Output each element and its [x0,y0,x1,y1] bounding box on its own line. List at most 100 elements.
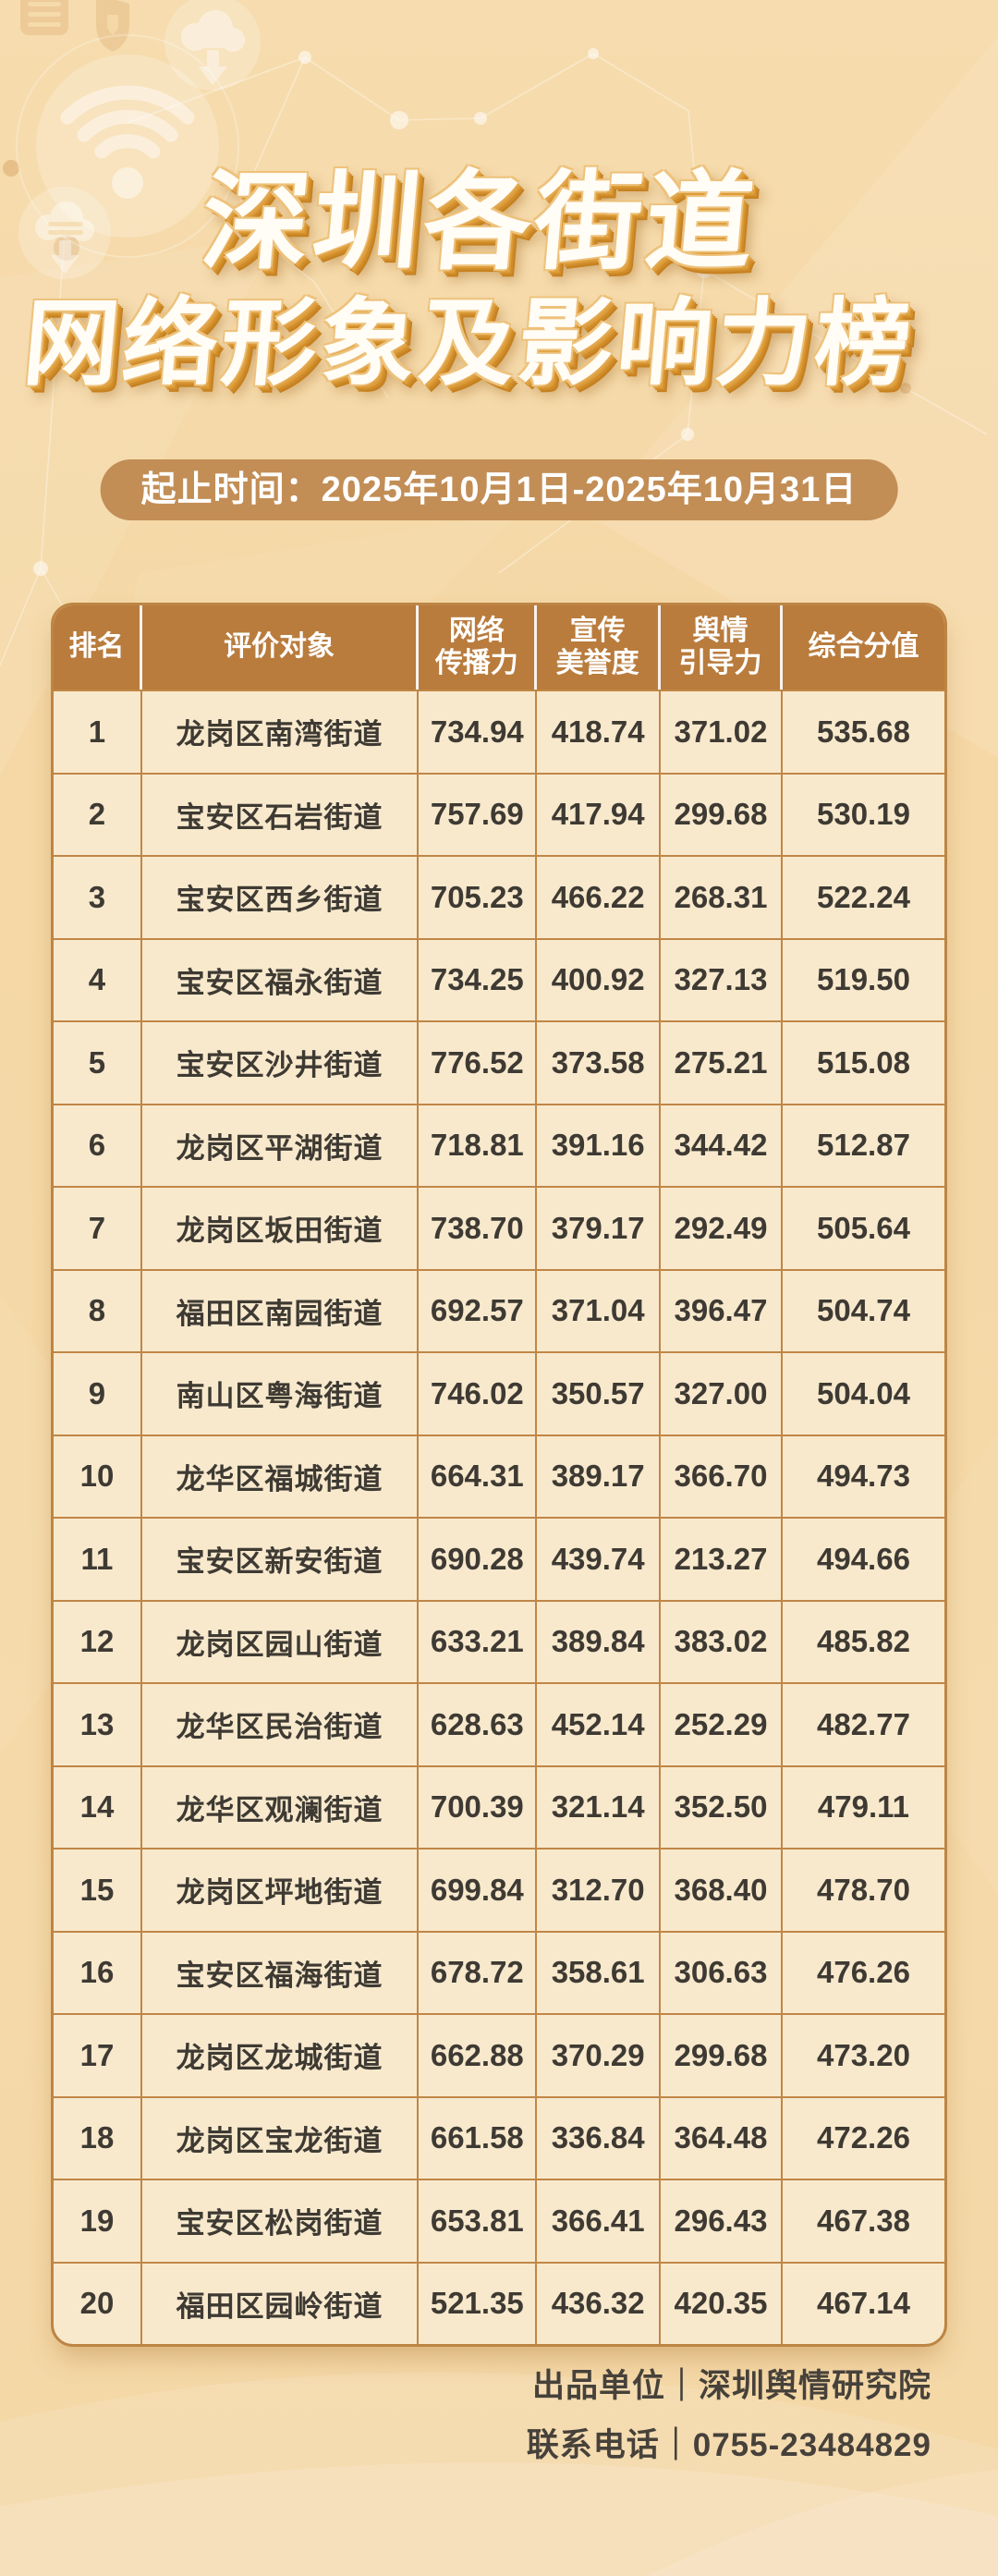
shield-icon [96,0,129,52]
rank-cell: 12 [54,1601,142,1682]
reputation-score-cell: 358.61 [537,1932,661,2013]
spread-score-cell: 633.21 [419,1601,538,1682]
reputation-score-cell: 371.04 [537,1270,661,1351]
spread-score-cell: 776.52 [419,1022,538,1104]
guidance-score-cell: 275.21 [661,1022,783,1104]
reputation-score-cell: 439.74 [537,1519,661,1600]
table-row: 6 龙岗区平湖街道 718.81 391.16 344.42 512.87 [54,1103,944,1186]
spread-score-cell: 692.57 [419,1270,538,1351]
reputation-score-cell: 436.32 [537,2263,661,2344]
header-total: 综合分值 [808,631,919,663]
rank-cell: 20 [54,2263,142,2344]
reputation-score-cell: 389.17 [537,1435,661,1517]
reputation-score-cell: 389.84 [537,1601,661,1682]
cloud-server-icon [18,187,111,279]
total-score-cell: 494.73 [816,1459,910,1494]
guidance-score-cell: 327.13 [661,939,783,1020]
total-score-cell: 535.68 [816,714,910,749]
reputation-score-cell: 391.16 [537,1105,661,1186]
total-score-cell: 519.50 [816,962,910,997]
rank-cell: 9 [54,1353,142,1435]
street-cell: 宝安区石岩街道 [142,774,420,855]
spread-score-cell: 521.35 [419,2263,538,2344]
street-cell: 福田区南园街道 [142,1270,420,1351]
table-row: 12 龙岗区园山街道 633.21 389.84 383.02 485.82 [54,1599,944,1682]
table-row: 17 龙岗区龙城街道 662.88 370.29 299.68 473.20 [54,2013,944,2096]
total-score-cell: 504.04 [816,1375,910,1410]
total-score-cell: 473.20 [816,2037,910,2072]
spread-score-cell: 734.25 [419,939,538,1020]
guidance-score-cell: 306.63 [661,1932,783,2013]
spread-score-cell: 738.70 [419,1188,538,1269]
rank-cell: 4 [54,939,142,1020]
spread-score-cell: 662.88 [419,2015,538,2096]
total-score-cell: 476.26 [816,1955,910,1990]
street-cell: 龙岗区园山街道 [142,1601,420,1682]
cloud-download-icon [164,0,261,91]
table-body: 1 龙岗区南湾街道 734.94 418.74 371.02 535.68 2 宝安区石岩街道… [54,690,944,2344]
reputation-score-cell: 379.17 [537,1188,661,1269]
rank-cell: 15 [54,1850,142,1931]
rank-cell: 14 [54,1766,142,1848]
guidance-score-cell: 213.27 [661,1519,783,1600]
footer-publisher: 出品单位｜深圳舆情研究院 [531,2368,931,2404]
spread-score-cell: 699.84 [419,1850,538,1931]
guidance-score-cell: 252.29 [661,1684,783,1765]
spread-score-cell: 700.39 [419,1766,538,1848]
street-cell: 宝安区新安街道 [142,1519,420,1600]
footer: 出品单位｜深圳舆情研究院 联系电话｜0755-23484829 [527,2357,931,2475]
table-row: 1 龙岗区南湾街道 734.94 418.74 371.02 535.68 [54,690,944,773]
header-street: 评价对象 [142,605,420,690]
total-score-cell: 485.82 [816,1624,910,1659]
spread-score-cell: 661.58 [419,2097,538,2179]
guidance-score-cell: 371.02 [661,691,783,773]
header-reputation: 宣传 美誉度 [537,605,661,690]
spread-score-cell: 628.63 [419,1684,538,1765]
spread-score-cell: 746.02 [419,1353,538,1435]
table-row: 16 宝安区福海街道 678.72 358.61 306.63 476.26 [54,1930,944,2013]
table-row: 13 龙华区民治街道 628.63 452.14 252.29 482.77 [54,1682,944,1765]
total-score-cell: 467.38 [816,2203,910,2238]
table-row: 18 龙岗区宝龙街道 661.58 336.84 364.48 472.26 [54,2095,944,2179]
table-row: 5 宝安区沙井街道 776.52 373.58 275.21 515.08 [54,1020,944,1104]
street-cell: 龙华区民治街道 [142,1684,420,1765]
guidance-score-cell: 344.42 [661,1105,783,1186]
spread-score-cell: 664.31 [419,1435,538,1517]
guidance-score-cell: 383.02 [661,1601,783,1682]
table-row: 7 龙岗区坂田街道 738.70 379.17 292.49 505.64 [54,1186,944,1269]
guidance-score-cell: 420.35 [661,2263,783,2344]
spread-score-cell: 705.23 [419,857,538,938]
rank-cell: 13 [54,1684,142,1765]
total-score-cell: 479.11 [817,1789,910,1825]
spread-score-cell: 678.72 [419,1932,538,2013]
bottom-curves [0,2372,998,2576]
table-header-row: 排名 评价对象 网络 传播力 宣传 美誉度 舆情 引导力 综合分值 [54,605,944,690]
reputation-score-cell: 350.57 [537,1353,661,1435]
table-row: 15 龙岗区坪地街道 699.84 312.70 368.40 478.70 [54,1848,944,1931]
street-cell: 龙岗区平湖街道 [142,1105,420,1186]
table-row: 20 福田区园岭街道 521.35 436.32 420.35 467.14 [54,2261,944,2344]
rank-cell: 19 [54,2180,142,2262]
reputation-score-cell: 336.84 [537,2097,661,2179]
street-cell: 龙岗区南湾街道 [142,691,420,773]
header-rank: 排名 [54,605,142,690]
guidance-score-cell: 268.31 [661,857,783,938]
table-row: 14 龙华区观澜街道 700.39 321.14 352.50 479.11 [54,1764,944,1848]
reputation-score-cell: 466.22 [537,857,661,938]
server-icon [20,0,68,35]
street-cell: 宝安区沙井街道 [142,1022,420,1104]
table-row: 9 南山区粤海街道 746.02 350.57 327.00 504.04 [54,1351,944,1435]
total-score-cell: 467.14 [816,2286,910,2321]
total-score-cell: 522.24 [816,879,910,914]
street-cell: 南山区粤海街道 [142,1353,420,1435]
total-score-cell: 478.70 [816,1872,910,1907]
rank-cell: 1 [54,691,142,773]
total-score-cell: 512.87 [816,1128,910,1163]
guidance-score-cell: 368.40 [661,1850,783,1931]
street-cell: 宝安区福永街道 [142,939,420,1020]
street-cell: 宝安区西乡街道 [142,857,420,938]
rank-cell: 10 [54,1435,142,1517]
guidance-score-cell: 296.43 [661,2180,783,2262]
rank-cell: 7 [54,1188,142,1269]
